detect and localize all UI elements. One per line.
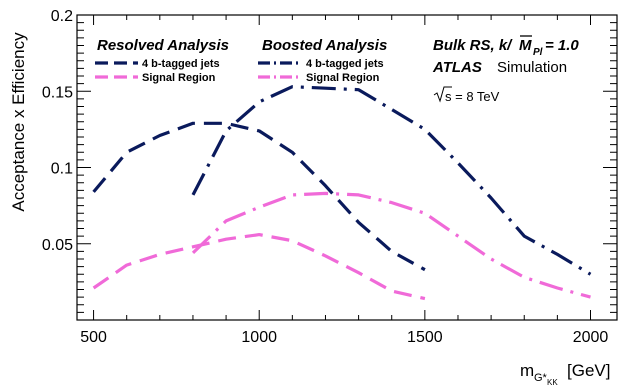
x-tick-label: 500	[80, 329, 107, 346]
y-tick-label: 0.15	[42, 84, 73, 101]
energy-label: s = 8 TeV	[433, 86, 500, 104]
sqrt-icon	[433, 86, 452, 103]
legend-boosted-btag-label: 4 b-tagged jets	[306, 58, 384, 70]
model-mpl: M	[519, 37, 532, 54]
legend-resolved-signal-label: Signal Region	[142, 72, 216, 84]
legend-resolved: Resolved Analysis 4 b-tagged jets Signal…	[95, 37, 229, 84]
model-tail: = 1.0	[545, 37, 579, 54]
y-tick-label: 0.05	[42, 237, 73, 254]
x-tick-label: 2000	[573, 329, 609, 346]
y-tick-label: 0.2	[51, 8, 73, 25]
legend-boosted-title: Boosted Analysis	[262, 37, 387, 54]
model-mpl-sub: Pl	[533, 47, 543, 58]
x-tick-label: 1000	[241, 329, 277, 346]
x-axis-title: m G* KK [GeV]	[520, 361, 610, 386]
x-axis-title-main: m	[520, 361, 534, 380]
x-tick-label: 1500	[407, 329, 443, 346]
series-line-resolved-4-b-tagged-jets	[92, 121, 426, 272]
legend-boosted: Boosted Analysis 4 b-tagged jets Signal …	[258, 37, 387, 84]
experiment-label: ATLAS	[432, 59, 482, 76]
legend-boosted-signal-label: Signal Region	[306, 72, 380, 84]
series-line-boosted-4-b-tagged-jets	[191, 85, 592, 276]
legend-resolved-title: Resolved Analysis	[97, 37, 229, 54]
status-label: Simulation	[497, 59, 567, 76]
model-annotation: Bulk RS, k/ M Pl = 1.0	[433, 35, 579, 58]
series-line-resolved-signal-region	[92, 233, 426, 301]
series-line-boosted-signal-region	[191, 191, 591, 299]
x-axis-title-subsub: KK	[547, 378, 558, 386]
model-label: Bulk RS, k/	[433, 37, 513, 54]
y-tick-label: 0.1	[51, 161, 73, 178]
legend-resolved-btag-label: 4 b-tagged jets	[142, 58, 220, 70]
x-axis-title-sub: G*	[534, 372, 548, 384]
energy-text: s = 8 TeV	[445, 89, 500, 104]
x-axis-title-unit: [GeV]	[567, 361, 610, 380]
y-axis-title: Acceptance x Efficiency	[9, 32, 28, 212]
